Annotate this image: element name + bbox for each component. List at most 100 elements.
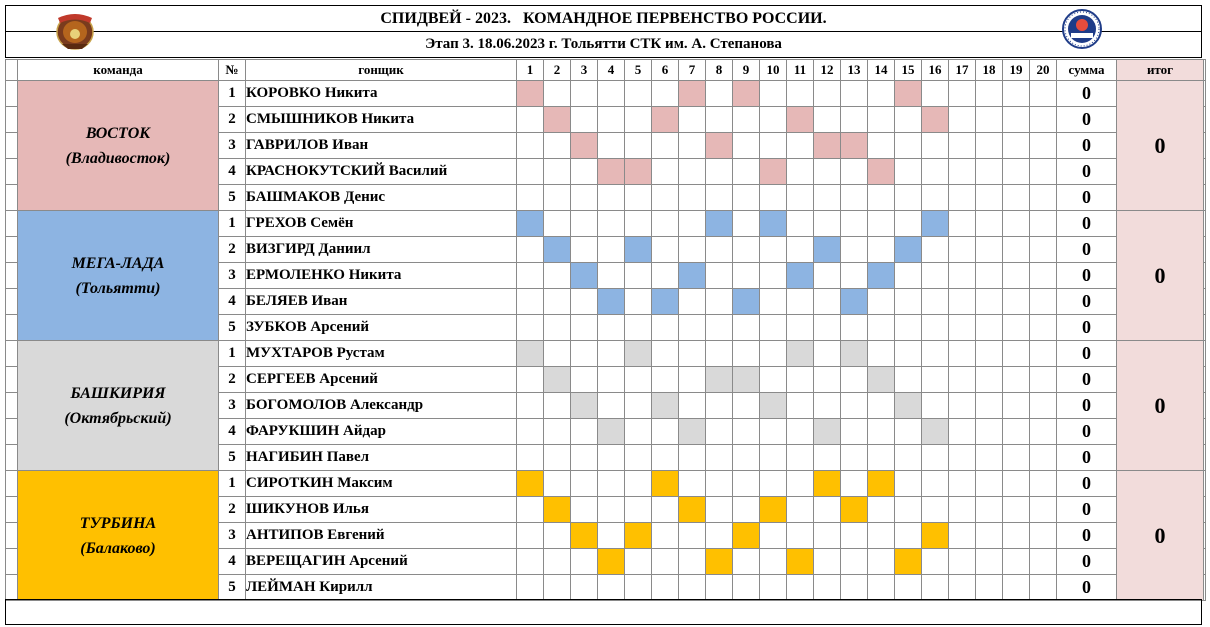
- heat-cell[interactable]: [678, 366, 706, 393]
- heat-cell[interactable]: [705, 340, 733, 367]
- heat-cell[interactable]: [921, 132, 949, 159]
- heat-cell[interactable]: [570, 288, 598, 315]
- heat-cell[interactable]: [543, 236, 571, 263]
- heat-cell[interactable]: [570, 106, 598, 133]
- heat-cell[interactable]: [894, 132, 922, 159]
- heat-cell[interactable]: [759, 314, 787, 341]
- heat-cell[interactable]: [975, 340, 1003, 367]
- heat-cell[interactable]: [678, 522, 706, 549]
- heat-cell[interactable]: [570, 392, 598, 419]
- heat-cell[interactable]: [678, 470, 706, 497]
- heat-cell[interactable]: [1002, 392, 1030, 419]
- heat-cell[interactable]: [570, 574, 598, 601]
- heat-cell[interactable]: [705, 262, 733, 289]
- heat-cell[interactable]: [759, 340, 787, 367]
- heat-cell[interactable]: [975, 262, 1003, 289]
- heat-cell[interactable]: [867, 496, 895, 523]
- heat-cell[interactable]: [651, 418, 679, 445]
- heat-cell[interactable]: [975, 392, 1003, 419]
- heat-cell[interactable]: [867, 210, 895, 237]
- heat-cell[interactable]: [570, 522, 598, 549]
- heat-cell[interactable]: [516, 184, 544, 211]
- heat-cell[interactable]: [732, 132, 760, 159]
- heat-cell[interactable]: [813, 340, 841, 367]
- heat-cell[interactable]: [840, 548, 868, 575]
- heat-cell[interactable]: [1029, 158, 1057, 185]
- heat-cell[interactable]: [786, 392, 814, 419]
- heat-cell[interactable]: [786, 522, 814, 549]
- heat-cell[interactable]: [1029, 184, 1057, 211]
- heat-cell[interactable]: [732, 444, 760, 471]
- heat-cell[interactable]: [813, 314, 841, 341]
- heat-cell[interactable]: [813, 418, 841, 445]
- heat-cell[interactable]: [759, 470, 787, 497]
- heat-cell[interactable]: [516, 314, 544, 341]
- heat-cell[interactable]: [705, 548, 733, 575]
- heat-cell[interactable]: [786, 288, 814, 315]
- heat-cell[interactable]: [732, 288, 760, 315]
- heat-cell[interactable]: [759, 80, 787, 107]
- heat-cell[interactable]: [651, 132, 679, 159]
- heat-cell[interactable]: [543, 574, 571, 601]
- heat-cell[interactable]: [705, 444, 733, 471]
- heat-cell[interactable]: [1029, 210, 1057, 237]
- heat-cell[interactable]: [597, 106, 625, 133]
- heat-cell[interactable]: [867, 470, 895, 497]
- heat-cell[interactable]: [624, 132, 652, 159]
- heat-cell[interactable]: [975, 236, 1003, 263]
- heat-cell[interactable]: [516, 210, 544, 237]
- heat-cell[interactable]: [894, 522, 922, 549]
- heat-cell[interactable]: [624, 418, 652, 445]
- heat-cell[interactable]: [651, 444, 679, 471]
- heat-cell[interactable]: [813, 288, 841, 315]
- heat-cell[interactable]: [597, 132, 625, 159]
- heat-cell[interactable]: [678, 288, 706, 315]
- heat-cell[interactable]: [975, 470, 1003, 497]
- heat-cell[interactable]: [543, 184, 571, 211]
- heat-cell[interactable]: [759, 548, 787, 575]
- heat-cell[interactable]: [570, 366, 598, 393]
- heat-cell[interactable]: [840, 314, 868, 341]
- heat-cell[interactable]: [1029, 418, 1057, 445]
- heat-cell[interactable]: [732, 80, 760, 107]
- heat-cell[interactable]: [948, 444, 976, 471]
- heat-cell[interactable]: [1002, 522, 1030, 549]
- heat-cell[interactable]: [813, 132, 841, 159]
- heat-cell[interactable]: [624, 288, 652, 315]
- heat-cell[interactable]: [894, 366, 922, 393]
- heat-cell[interactable]: [867, 158, 895, 185]
- heat-cell[interactable]: [651, 366, 679, 393]
- heat-cell[interactable]: [948, 288, 976, 315]
- heat-cell[interactable]: [1029, 340, 1057, 367]
- heat-cell[interactable]: [678, 574, 706, 601]
- heat-cell[interactable]: [894, 392, 922, 419]
- heat-cell[interactable]: [732, 392, 760, 419]
- heat-cell[interactable]: [705, 158, 733, 185]
- heat-cell[interactable]: [1002, 184, 1030, 211]
- heat-cell[interactable]: [732, 522, 760, 549]
- heat-cell[interactable]: [948, 522, 976, 549]
- heat-cell[interactable]: [705, 418, 733, 445]
- heat-cell[interactable]: [786, 366, 814, 393]
- heat-cell[interactable]: [732, 496, 760, 523]
- heat-cell[interactable]: [813, 522, 841, 549]
- heat-cell[interactable]: [867, 80, 895, 107]
- heat-cell[interactable]: [894, 236, 922, 263]
- heat-cell[interactable]: [624, 444, 652, 471]
- heat-cell[interactable]: [867, 392, 895, 419]
- heat-cell[interactable]: [516, 418, 544, 445]
- heat-cell[interactable]: [786, 80, 814, 107]
- heat-cell[interactable]: [705, 210, 733, 237]
- heat-cell[interactable]: [759, 132, 787, 159]
- heat-cell[interactable]: [786, 496, 814, 523]
- heat-cell[interactable]: [570, 236, 598, 263]
- heat-cell[interactable]: [543, 132, 571, 159]
- heat-cell[interactable]: [813, 574, 841, 601]
- heat-cell[interactable]: [678, 444, 706, 471]
- heat-cell[interactable]: [867, 184, 895, 211]
- heat-cell[interactable]: [1029, 132, 1057, 159]
- heat-cell[interactable]: [975, 288, 1003, 315]
- heat-cell[interactable]: [732, 106, 760, 133]
- heat-cell[interactable]: [1002, 496, 1030, 523]
- heat-cell[interactable]: [705, 366, 733, 393]
